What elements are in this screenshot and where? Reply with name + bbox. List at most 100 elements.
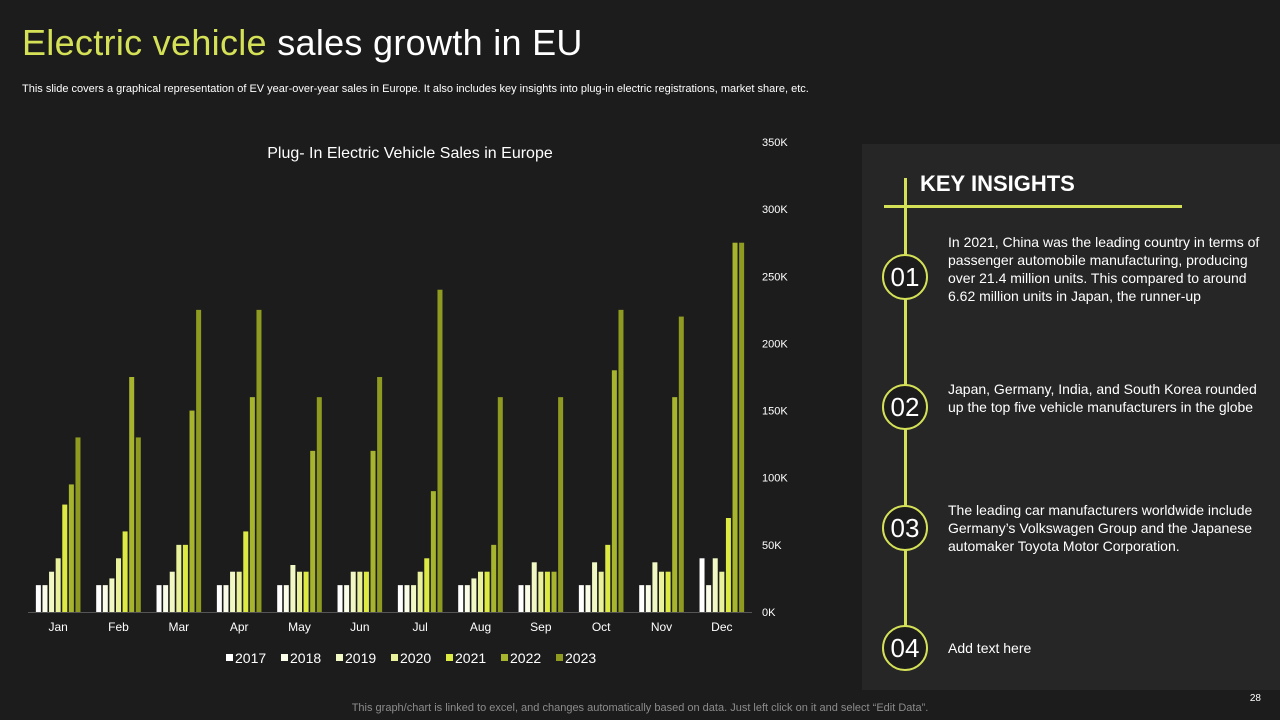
bar-2017-jan: [35, 585, 41, 612]
y-tick-label: 50K: [762, 540, 782, 552]
bar-2017-feb: [96, 585, 102, 612]
x-tick-label: Apr: [230, 620, 249, 634]
x-tick-label: May: [288, 620, 311, 634]
bar-2021-apr: [243, 531, 249, 612]
bar-2023-sep: [558, 397, 564, 612]
bar-2020-jan: [55, 558, 61, 612]
bar-2022-jun: [370, 450, 376, 612]
bar-2022-oct: [611, 370, 617, 612]
bar-2021-jun: [363, 571, 369, 612]
legend-swatch-2020: [391, 654, 398, 661]
bar-2017-nov: [639, 585, 645, 612]
bar-2019-oct: [592, 562, 598, 612]
bar-2023-apr: [256, 309, 262, 612]
key-insights-panel: [862, 144, 1280, 690]
bar-2018-aug: [464, 585, 470, 612]
bar-2020-may: [297, 571, 302, 612]
legend-swatch-2017: [226, 654, 233, 661]
bar-2018-dec: [706, 585, 712, 612]
bar-2017-dec: [699, 558, 705, 612]
slide-title: Electric vehicle sales growth in EU: [22, 22, 583, 64]
legend-swatch-2019: [336, 654, 343, 661]
x-tick-label: Jan: [48, 620, 67, 634]
bar-2020-oct: [598, 571, 604, 612]
bar-2017-aug: [458, 585, 464, 612]
bar-2020-mar: [176, 544, 182, 612]
bar-2018-jun: [344, 585, 350, 612]
x-tick-label: Oct: [592, 620, 611, 634]
bar-2018-may: [283, 585, 289, 612]
bar-2022-aug: [491, 544, 497, 612]
legend-label-2020: 2020: [400, 650, 431, 666]
bar-2019-may: [290, 565, 296, 612]
bar-2023-jan: [75, 437, 81, 612]
bar-2018-feb: [102, 585, 108, 612]
bar-2022-nov: [672, 397, 678, 612]
bar-2018-nov: [645, 585, 651, 612]
page-number: 28: [1249, 693, 1261, 704]
bar-2023-nov: [678, 316, 684, 612]
bar-2018-jul: [404, 585, 410, 612]
bar-2021-may: [303, 571, 309, 612]
legend-swatch-2021: [446, 654, 453, 661]
bar-2019-nov: [652, 562, 658, 612]
legend-label-2021: 2021: [455, 650, 486, 666]
key-insights-underline: [884, 205, 1182, 208]
legend-swatch-2023: [556, 654, 563, 661]
insight-text-4: Add text here: [948, 640, 1032, 656]
bar-2023-mar: [196, 309, 202, 612]
bar-2022-mar: [189, 410, 195, 612]
bar-2022-feb: [129, 377, 135, 612]
bar-2019-mar: [169, 571, 175, 612]
bar-2023-dec: [739, 242, 745, 612]
bar-2022-dec: [732, 242, 738, 612]
y-tick-label: 300K: [762, 204, 788, 216]
y-tick-label: 350K: [762, 137, 788, 149]
y-tick-label: 200K: [762, 338, 788, 350]
bar-2018-mar: [163, 585, 169, 612]
insight-text-3: The leading car manufacturers worldwide …: [948, 502, 1253, 554]
bar-2020-jun: [357, 571, 363, 612]
bar-2017-apr: [216, 585, 222, 612]
bar-2022-jul: [430, 491, 436, 612]
title-accent: Electric vehicle: [22, 22, 267, 63]
insight-text-2: Japan, Germany, India, and South Korea r…: [948, 381, 1257, 415]
bar-2021-oct: [605, 544, 611, 612]
bar-2021-feb: [122, 531, 128, 612]
bar-2022-apr: [249, 397, 255, 612]
bar-2019-jun: [350, 571, 356, 612]
x-tick-label: Mar: [168, 620, 189, 634]
footer-note: This graph/chart is linked to excel, and…: [351, 702, 929, 714]
legend-swatch-2018: [281, 654, 288, 661]
slide-subtitle: This slide covers a graphical representa…: [22, 83, 809, 95]
bar-2017-jul: [397, 585, 403, 612]
bar-2017-may: [277, 585, 283, 612]
bar-2017-mar: [156, 585, 162, 612]
bar-2018-oct: [585, 585, 591, 612]
bar-2018-sep: [525, 585, 531, 612]
bar-2018-apr: [223, 585, 229, 612]
bar-2021-dec: [725, 518, 731, 612]
title-rest: sales growth in EU: [266, 22, 583, 63]
insight-text-1: In 2021, China was the leading country i…: [948, 234, 1260, 304]
legend-label-2017: 2017: [235, 650, 266, 666]
bar-2021-sep: [544, 571, 550, 612]
ev-sales-chart: Plug- In Electric Vehicle Sales in Europ…: [28, 137, 788, 666]
bar-2019-sep: [531, 562, 537, 612]
y-tick-label: 0K: [762, 607, 776, 619]
bar-2021-jan: [62, 504, 68, 612]
bar-2020-feb: [116, 558, 121, 612]
bar-2017-sep: [518, 585, 524, 612]
key-insights-title: KEY INSIGHTS: [920, 171, 1075, 196]
bar-2020-apr: [236, 571, 242, 612]
bar-2023-may: [316, 397, 322, 612]
bar-2021-jul: [424, 558, 430, 612]
x-tick-label: Jul: [412, 620, 427, 634]
y-tick-label: 100K: [762, 473, 788, 485]
y-tick-label: 150K: [762, 406, 788, 418]
insight-number-4: 04: [882, 625, 928, 671]
bar-2023-feb: [135, 437, 141, 612]
bar-2021-mar: [182, 544, 188, 612]
bar-2020-sep: [538, 571, 544, 612]
bar-2020-aug: [478, 571, 483, 612]
